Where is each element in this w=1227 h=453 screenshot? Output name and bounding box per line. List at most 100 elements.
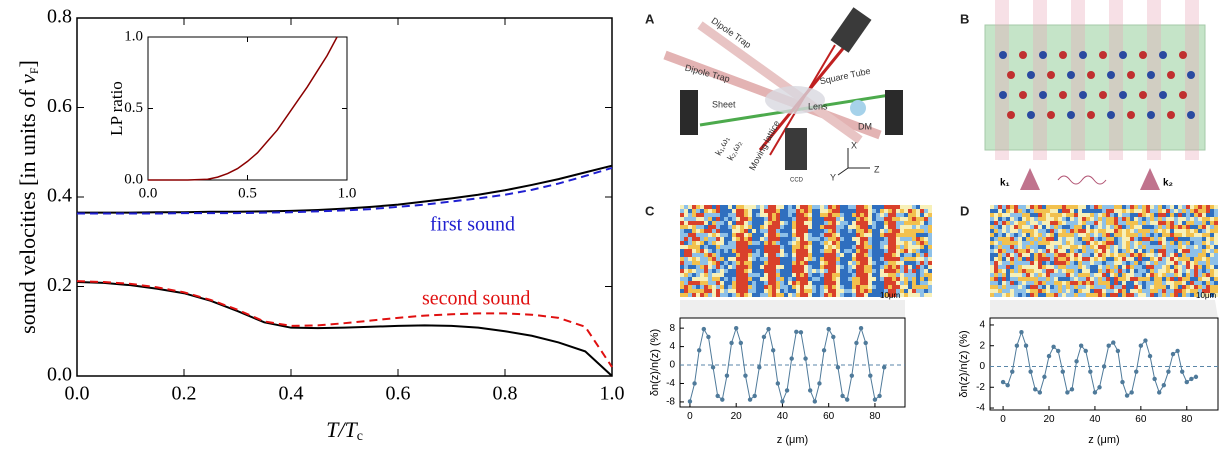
pixel [1114,269,1118,273]
data-point [1033,387,1038,392]
pixel [1058,285,1062,289]
data-point [729,340,734,346]
pixel [1050,293,1054,297]
y-tick-label: 0.2 [47,274,72,296]
pixel [1086,241,1090,245]
pixel [752,253,756,257]
pixel [1054,277,1058,281]
pixel [1002,253,1006,257]
pixel [716,257,720,261]
pixel [1150,289,1154,293]
pixel [796,209,800,213]
pixel [904,233,908,237]
pixel [1022,257,1026,261]
pixel [1038,277,1042,281]
pixel [804,245,808,249]
pixel [804,253,808,257]
pixel [820,293,824,297]
pixel [1174,245,1178,249]
pixel [1046,269,1050,273]
pixel [1002,229,1006,233]
pixel [904,253,908,257]
pixel [1058,249,1062,253]
pixel [712,253,716,257]
pixel [688,281,692,285]
pixel [1074,253,1078,257]
pixel [736,281,740,285]
pixel [736,265,740,269]
pixel [908,281,912,285]
pixel [1046,293,1050,297]
pixel [696,249,700,253]
pixel [1030,257,1034,261]
pixel [872,257,876,261]
pixel [872,253,876,257]
pixel [764,249,768,253]
panel-letter: B [960,11,969,26]
pixel [1078,253,1082,257]
pixel [728,285,732,289]
pixel [1078,237,1082,241]
pixel [700,245,704,249]
pixel [1094,233,1098,237]
pixel [1018,257,1022,261]
pixel [800,261,804,265]
data-point [1005,382,1010,388]
atom [1127,71,1135,79]
pixel [1134,285,1138,289]
pixel [768,233,772,237]
pixel [1010,209,1014,213]
panel-letter: D [960,203,969,218]
pixel [844,261,848,265]
pixel [1202,281,1206,285]
pixel [884,265,888,269]
pixel [796,293,800,297]
pixel [1210,285,1214,289]
pixel [684,273,688,277]
pixel [998,253,1002,257]
pixel [740,277,744,281]
pixel [1094,213,1098,217]
pixel [1070,213,1074,217]
pixel [740,289,744,293]
pixel [1146,289,1150,293]
pixel [696,257,700,261]
pixel [1182,209,1186,213]
pixel [1122,277,1126,281]
pixel [828,217,832,221]
pixel [708,221,712,225]
pixel [904,289,908,293]
pixel [700,265,704,269]
pixel [1122,281,1126,285]
pixel [812,221,816,225]
pixel [704,221,708,225]
pixel [836,237,840,241]
pixel [1026,241,1030,245]
pixel [1178,285,1182,289]
pixel [1118,213,1122,217]
pixel [848,229,852,233]
pixel [1154,205,1158,209]
pixel [784,277,788,281]
pixel [864,245,868,249]
pixel [1166,241,1170,245]
pixel [1094,277,1098,281]
pixel [1158,205,1162,209]
pixel [800,253,804,257]
pixel [880,229,884,233]
pixel [1090,257,1094,261]
x-tick-label: 0.8 [493,383,518,405]
pixel [1078,261,1082,265]
pixel [804,249,808,253]
pixel [1098,257,1102,261]
pixel [692,205,696,209]
pixel [1046,221,1050,225]
pixel [1074,261,1078,265]
pixel [796,205,800,209]
pixel [1018,261,1022,265]
pixel [1154,217,1158,221]
pixel [1122,221,1126,225]
x-axis-label: z (μm) [777,434,808,446]
pixel [1210,245,1214,249]
pixel [1178,277,1182,281]
